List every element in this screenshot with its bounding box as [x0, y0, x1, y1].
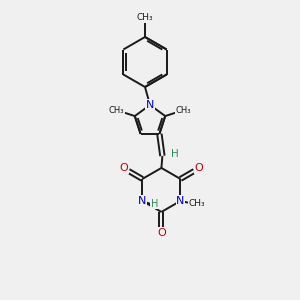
Text: N: N — [138, 196, 146, 206]
Text: CH₃: CH₃ — [189, 199, 205, 208]
Text: H: H — [151, 199, 158, 209]
Text: CH₃: CH₃ — [109, 106, 124, 115]
Text: O: O — [120, 164, 128, 173]
Text: O: O — [157, 228, 166, 238]
Text: H: H — [170, 149, 178, 159]
Text: N: N — [146, 100, 154, 110]
Text: N: N — [146, 100, 154, 110]
Text: CH₃: CH₃ — [176, 106, 191, 115]
Text: N: N — [176, 196, 184, 206]
Text: O: O — [194, 164, 203, 173]
Text: CH₃: CH₃ — [137, 14, 153, 22]
